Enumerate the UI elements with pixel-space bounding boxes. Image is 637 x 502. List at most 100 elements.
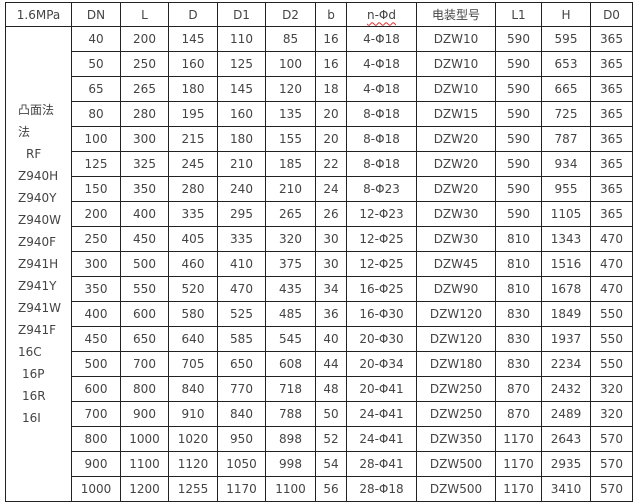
h-cell: 665: [541, 76, 591, 102]
l1-cell: 590: [495, 26, 542, 52]
actuator-model-cell: DZW45: [416, 251, 496, 277]
d1-cell: 470: [217, 276, 266, 302]
b-cell: 34: [315, 276, 347, 302]
model-label: Z941H: [18, 257, 59, 271]
actuator-model-cell: DZW10: [416, 51, 496, 77]
header-label: L1: [511, 7, 526, 22]
l1-cell: 830: [495, 326, 542, 352]
d0-cell: 570: [590, 451, 633, 477]
header-label: DN: [86, 7, 106, 22]
table-row: 1000 1200 1255 1170 1100 56 28-Φ18 DZW500 1170 34…: [6, 476, 633, 502]
bolt-holes-cell: 24-Φ41: [346, 426, 417, 452]
bolt-holes-cell: 28-Φ18: [346, 476, 417, 502]
header-label: D0: [603, 7, 620, 22]
d1-cell: 410: [217, 251, 266, 277]
h-header: H: [541, 2, 591, 27]
l-header: L: [120, 2, 169, 27]
d-cell: 335: [168, 201, 218, 227]
d1-cell: 335: [217, 226, 266, 252]
d-cell: 580: [168, 301, 218, 327]
h-cell: 2489: [541, 401, 591, 427]
dn-cell: 100: [71, 126, 121, 152]
bolt-holes-cell: 12-Φ25: [346, 226, 417, 252]
d2-cell: 485: [265, 301, 316, 327]
l-cell: 350: [120, 176, 169, 202]
actuator-model-cell: DZW15: [416, 101, 496, 127]
bolt-holes-cell: 20-Φ30: [346, 326, 417, 352]
dn-cell: 450: [71, 326, 121, 352]
model-label: 16I: [22, 411, 41, 425]
b-cell: 22: [315, 151, 347, 177]
d2-cell: 1100: [265, 476, 316, 502]
actuator-model-cell: DZW20: [416, 126, 496, 152]
table-row: 350 550 520 470 435 34 16-Φ25 DZW90 810 1678 470: [6, 276, 633, 302]
l1-cell: 590: [495, 201, 542, 227]
header-label: 电装型号: [431, 8, 480, 22]
b-cell: 26: [315, 201, 347, 227]
bolt-holes-cell: 8-Φ18: [346, 151, 417, 177]
l1-cell: 830: [495, 351, 542, 377]
h-cell: 787: [541, 126, 591, 152]
header-label: D2: [282, 7, 299, 22]
bolt-holes-cell: 4-Φ18: [346, 76, 417, 102]
bolt-holes-header: n-Φd: [346, 2, 417, 27]
dn-cell: 65: [71, 76, 121, 102]
b-cell: 30: [315, 251, 347, 277]
d-cell: 280: [168, 176, 218, 202]
d2-cell: 185: [265, 151, 316, 177]
bolt-holes-cell: 16-Φ25: [346, 276, 417, 302]
b-cell: 18: [315, 76, 347, 102]
model-label: Z940Y: [18, 191, 57, 205]
d1-cell: 1170: [217, 476, 266, 502]
d-cell: 160: [168, 51, 218, 77]
h-cell: 1849: [541, 301, 591, 327]
d0-cell: 365: [590, 126, 633, 152]
d-cell: 640: [168, 326, 218, 352]
dn-cell: 80: [71, 101, 121, 127]
model-label: Z940H: [18, 169, 59, 183]
actuator-model-cell: DZW350: [416, 426, 496, 452]
table-row: 400 600 580 525 485 36 16-Φ30 DZW120 830 1849 550: [6, 301, 633, 327]
h-cell: 725: [541, 101, 591, 127]
l1-header: L1: [495, 2, 542, 27]
l1-cell: 590: [495, 101, 542, 127]
b-cell: 54: [315, 451, 347, 477]
l-cell: 700: [120, 351, 169, 377]
b-cell: 52: [315, 426, 347, 452]
table-row: 300 500 460 410 375 30 12-Φ25 DZW45 810 1516 470: [6, 251, 633, 277]
d1-cell: 180: [217, 126, 266, 152]
l1-cell: 590: [495, 176, 542, 202]
bolt-holes-cell: 28-Φ41: [346, 451, 417, 477]
actuator-model-cell: DZW180: [416, 351, 496, 377]
dn-cell: 50: [71, 51, 121, 77]
d2-cell: 375: [265, 251, 316, 277]
d-cell: 215: [168, 126, 218, 152]
header-label: b: [327, 7, 335, 22]
b-cell: 16: [315, 51, 347, 77]
model-label: Z940W: [18, 213, 61, 227]
d1-cell: 840: [217, 401, 266, 427]
l-cell: 300: [120, 126, 169, 152]
d2-cell: 155: [265, 126, 316, 152]
d1-cell: 210: [217, 151, 266, 177]
d0-cell: 365: [590, 76, 633, 102]
actuator-model-cell: DZW120: [416, 301, 496, 327]
actuator-model-cell: DZW120: [416, 326, 496, 352]
d2-cell: 545: [265, 326, 316, 352]
d-cell: 405: [168, 226, 218, 252]
header-label: L: [141, 7, 148, 22]
dn-cell: 400: [71, 301, 121, 327]
l-cell: 500: [120, 251, 169, 277]
d0-cell: 365: [590, 26, 633, 52]
d0-header: D0: [590, 2, 633, 27]
actuator-model-cell: DZW10: [416, 76, 496, 102]
d-cell: 180: [168, 76, 218, 102]
h-cell: 595: [541, 26, 591, 52]
b-cell: 40: [315, 326, 347, 352]
l1-cell: 590: [495, 126, 542, 152]
table-row: 800 1000 1020 950 898 52 24-Φ41 DZW350 1170 2643 5…: [6, 426, 633, 452]
model-label: 法: [18, 125, 31, 139]
d0-cell: 550: [590, 326, 633, 352]
valve-dimension-table: 1.6MPa DN L D D1 D2 b n-Φd 电装型号 L1 H D0 凸面法法 RF Z940H…: [5, 2, 633, 502]
l1-cell: 1170: [495, 426, 542, 452]
